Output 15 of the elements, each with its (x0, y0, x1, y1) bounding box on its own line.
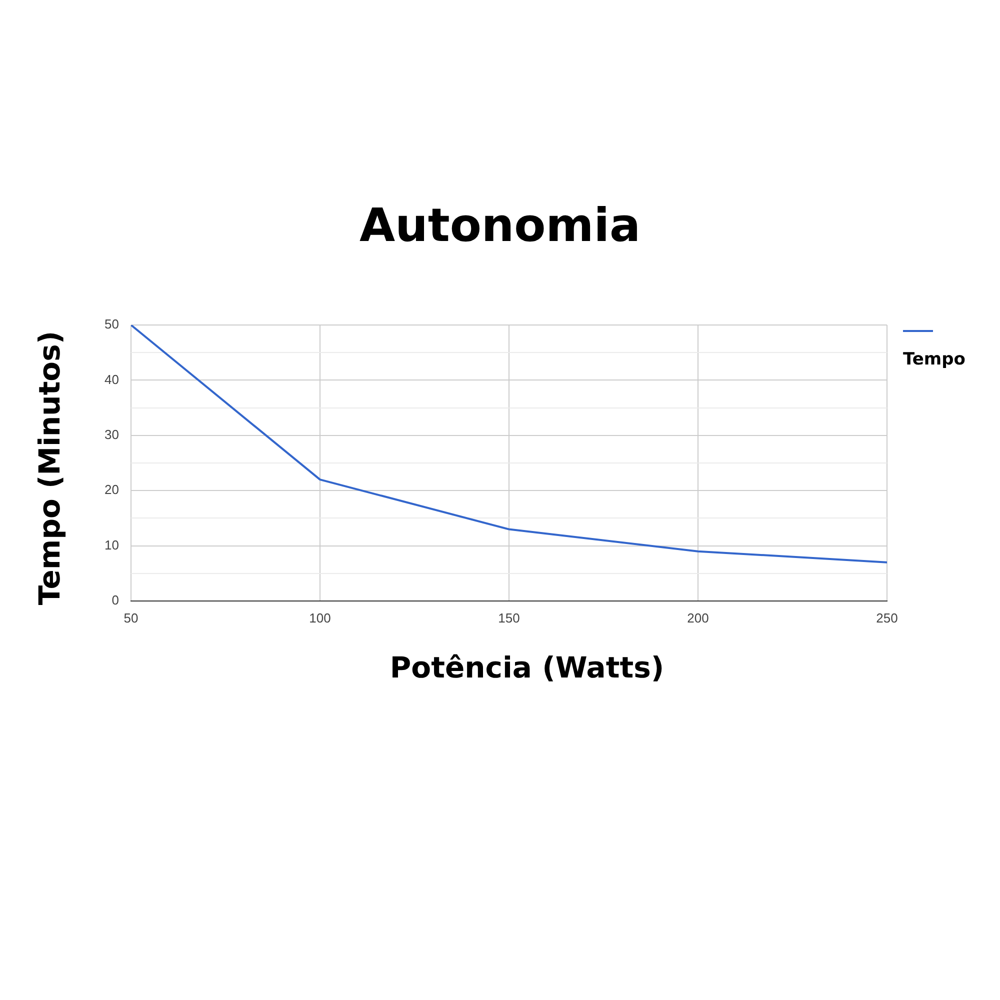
x-tick-label: 50 (124, 610, 138, 626)
y-tick-label: 10 (104, 537, 119, 552)
x-tick-label: 250 (876, 610, 898, 626)
y-axis-title: Tempo (Minutos) (32, 330, 67, 606)
x-tick-label: 150 (498, 610, 520, 626)
x-axis-title: Potência (Watts) (390, 650, 664, 685)
chart-title: Autonomia (359, 198, 641, 252)
y-tick-label: 20 (104, 482, 119, 498)
y-tick-label: 40 (104, 372, 119, 387)
x-tick-label: 100 (309, 610, 331, 626)
legend-label: Tempo (903, 349, 966, 370)
y-tick-label: 50 (104, 316, 119, 332)
y-tick-label: 0 (112, 592, 119, 608)
x-tick-label: 200 (687, 610, 709, 626)
y-tick-label: 30 (104, 426, 119, 442)
